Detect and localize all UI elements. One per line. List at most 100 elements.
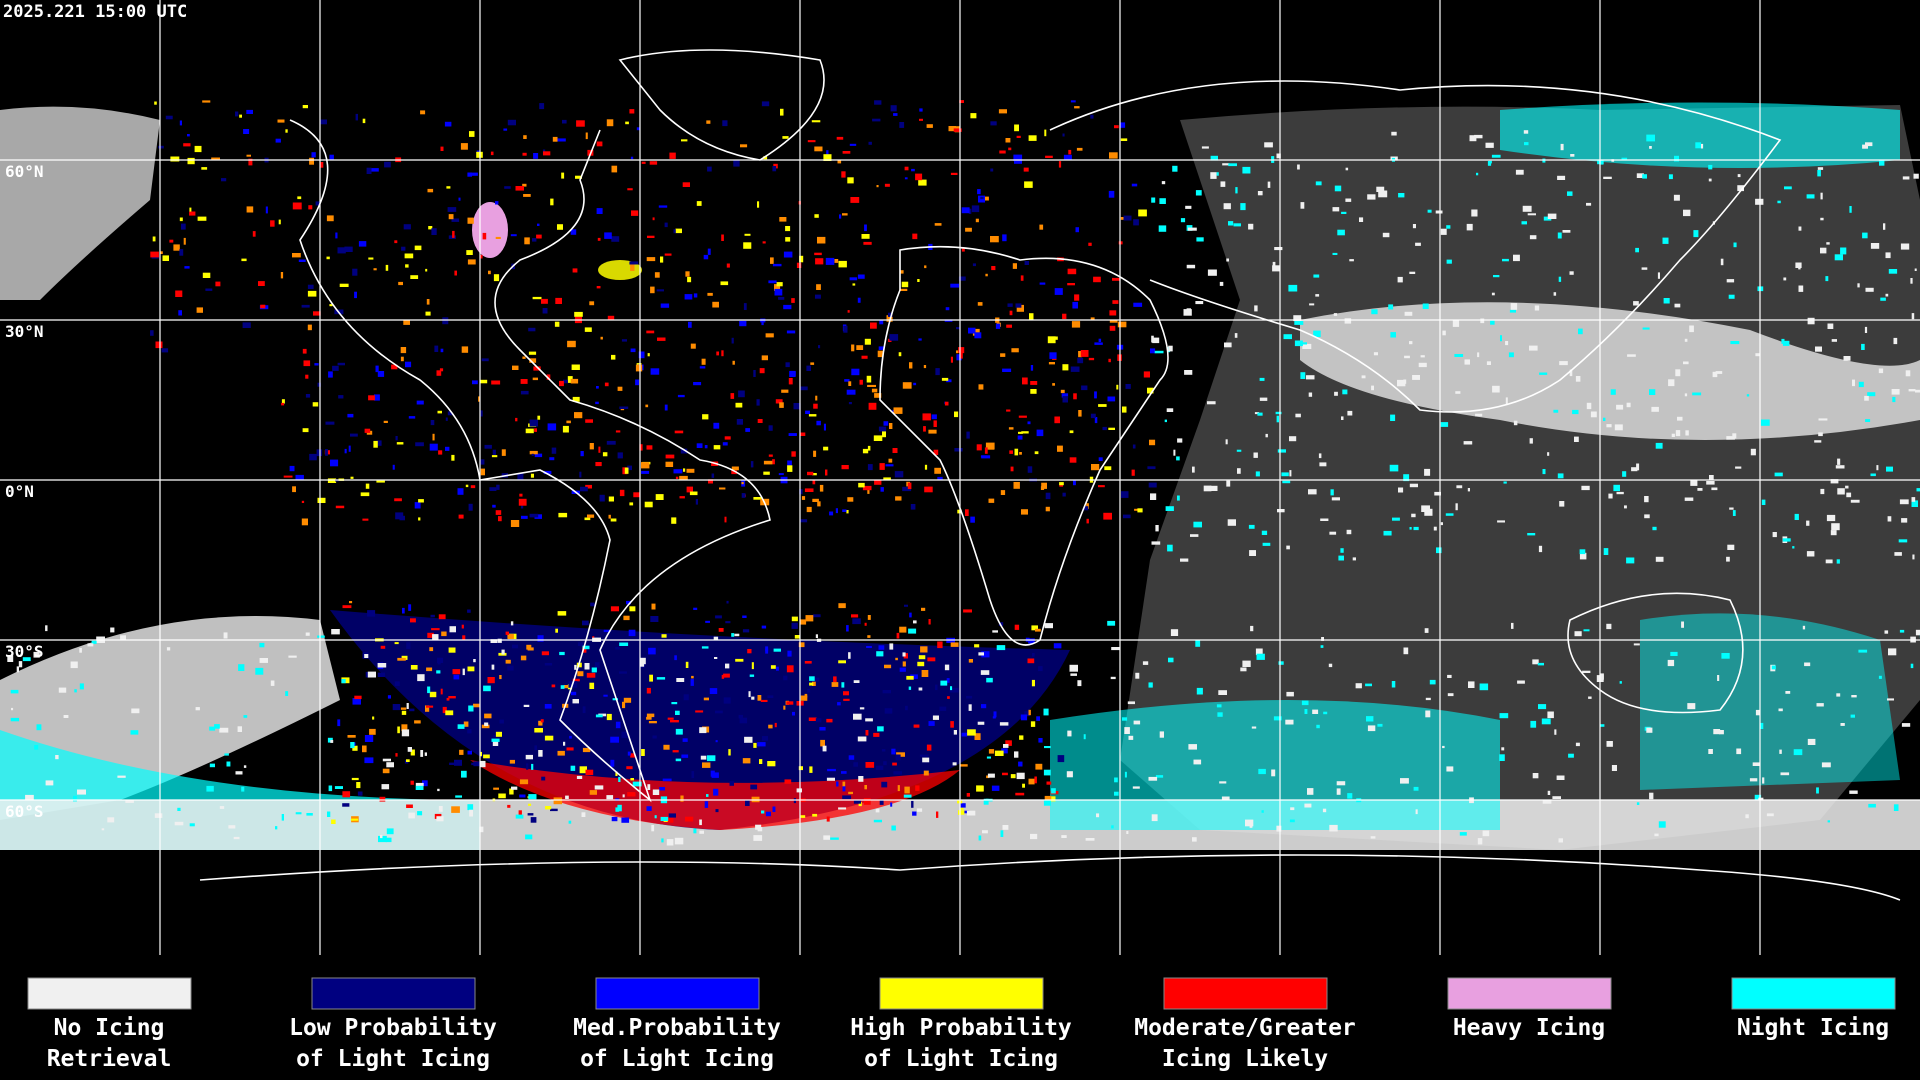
speckle (924, 265, 927, 269)
speckle (285, 691, 289, 696)
speckle (570, 765, 576, 771)
americas-coast (289, 119, 771, 803)
cloud-band (0, 106, 160, 301)
speckle (1201, 146, 1209, 149)
speckle (815, 395, 818, 401)
speckle (169, 239, 174, 243)
speckle (179, 249, 184, 256)
speckle (77, 789, 86, 795)
speckle (415, 442, 424, 447)
speckle (1905, 370, 1911, 377)
speckle (174, 821, 184, 826)
legend-label: Icing Likely (1162, 1046, 1328, 1072)
speckle (757, 201, 760, 208)
speckle (714, 657, 718, 659)
speckle (532, 238, 537, 242)
speckle (902, 652, 906, 657)
speckle (594, 662, 600, 668)
speckle (922, 413, 931, 421)
speckle (444, 121, 452, 127)
speckle (1845, 485, 1849, 489)
speckle (968, 327, 976, 334)
speckle (301, 518, 308, 526)
speckle (545, 806, 552, 810)
speckle (1034, 776, 1037, 784)
speckle (711, 772, 719, 778)
speckle (495, 510, 502, 515)
speckle (281, 399, 285, 404)
speckle (572, 678, 580, 682)
speckle (599, 494, 605, 502)
speckle (1733, 242, 1737, 248)
speckle (484, 713, 492, 719)
speckle (858, 482, 865, 488)
speckle (870, 322, 877, 329)
speckle (815, 718, 822, 723)
speckle (18, 661, 23, 668)
speckle (1190, 534, 1199, 537)
speckle (1340, 548, 1344, 553)
speckle (206, 785, 214, 792)
speckle (437, 788, 440, 792)
speckle (350, 742, 355, 749)
speckle (1020, 714, 1028, 721)
speckle (715, 615, 722, 619)
speckle (209, 726, 216, 731)
speckle (924, 464, 928, 470)
speckle (1352, 557, 1356, 561)
speckle (1060, 389, 1065, 394)
speckle (904, 166, 909, 171)
speckle (1831, 523, 1840, 531)
speckle (741, 481, 744, 485)
speckle (1286, 691, 1294, 697)
speckle (1534, 305, 1540, 311)
speckle (731, 337, 734, 344)
speckle (1108, 427, 1115, 430)
speckle (630, 753, 635, 758)
speckle (619, 406, 629, 409)
speckle (967, 729, 976, 736)
speckle (913, 620, 917, 624)
speckle (610, 759, 615, 767)
speckle (988, 749, 995, 754)
speckle (1861, 343, 1865, 350)
speckle (1755, 198, 1764, 205)
legend-label: of Light Icing (864, 1046, 1058, 1072)
speckle (1307, 788, 1314, 795)
speckle (707, 292, 713, 296)
speckle (673, 469, 683, 474)
speckle (1849, 790, 1858, 794)
speckle (750, 461, 754, 468)
speckle (1347, 793, 1353, 799)
speckle (572, 699, 579, 704)
speckle (898, 352, 902, 357)
speckle (733, 160, 740, 167)
speckle (965, 509, 969, 516)
speckle (851, 344, 855, 352)
speckle (715, 710, 723, 714)
speckle (221, 178, 227, 182)
speckle (1901, 518, 1908, 523)
speckle (1780, 772, 1790, 776)
speckle (1424, 628, 1429, 633)
speckle (1049, 352, 1057, 359)
speckle (1371, 385, 1374, 391)
speckle (1024, 711, 1030, 717)
speckle (1312, 709, 1319, 714)
speckle (1582, 670, 1591, 673)
speckle (1447, 693, 1454, 697)
speckle (853, 800, 861, 804)
speckle (788, 378, 793, 385)
speckle (387, 695, 391, 699)
speckle (1207, 401, 1216, 405)
speckle (1415, 242, 1421, 246)
speckle (1644, 514, 1650, 519)
speckle (453, 674, 460, 680)
speckle (368, 257, 374, 260)
speckle (1013, 154, 1023, 162)
speckle (1442, 330, 1446, 336)
speckle (1849, 206, 1852, 213)
speckle (540, 719, 544, 723)
speckle (117, 775, 126, 778)
speckle (966, 810, 976, 816)
